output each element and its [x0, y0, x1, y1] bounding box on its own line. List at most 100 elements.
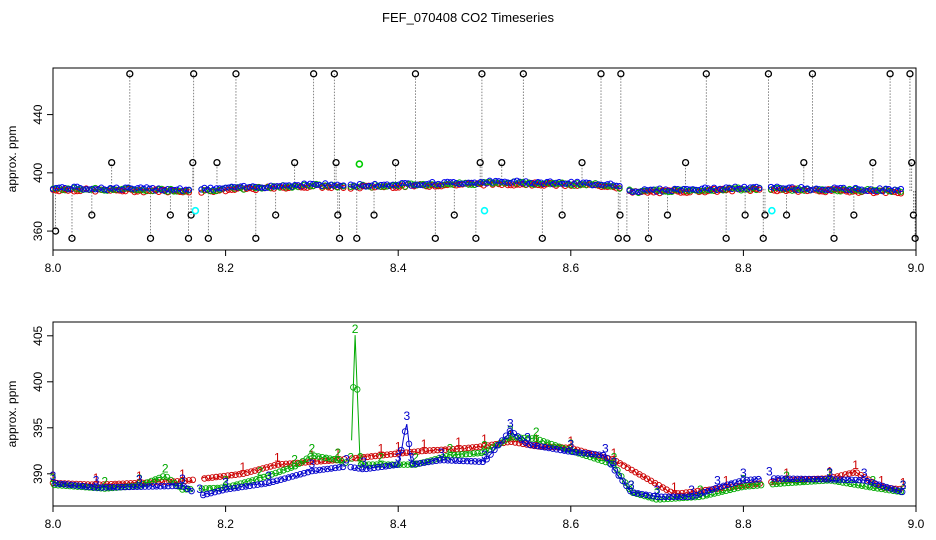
series-point-3	[572, 449, 580, 456]
series-point-2	[753, 482, 761, 489]
baseline-point	[258, 184, 265, 191]
series-label-1: 1	[455, 435, 462, 449]
series-point-3	[786, 475, 793, 482]
outlier-point	[702, 70, 710, 78]
series-point-1	[438, 446, 445, 454]
series-point-3	[801, 475, 809, 483]
series-point-3	[863, 477, 871, 485]
series-point-3	[891, 486, 898, 493]
series-point-2	[326, 455, 334, 462]
baseline-point	[858, 186, 865, 193]
outlier-point	[189, 158, 197, 167]
series-point-3	[588, 450, 595, 458]
series-point-2	[458, 451, 466, 458]
baseline-point	[601, 182, 608, 189]
series-point-3	[526, 441, 533, 448]
baseline-point	[140, 189, 147, 196]
series-point-3	[409, 461, 417, 468]
series-point-3	[366, 465, 374, 472]
baseline-point	[161, 187, 168, 194]
series-point-3	[809, 475, 817, 483]
series-point-2	[287, 464, 295, 471]
baseline-point	[489, 179, 496, 186]
series-point-3	[790, 475, 797, 483]
series-label-2: 2	[257, 464, 264, 478]
series-point-1	[391, 450, 398, 458]
series-point-2	[462, 450, 470, 458]
baseline-point	[713, 186, 721, 193]
baseline-point	[471, 181, 478, 188]
series-point-3	[188, 487, 195, 495]
series-point-1	[375, 452, 383, 459]
baseline-point	[495, 180, 502, 187]
series-point-3	[106, 484, 114, 491]
series-point-1	[228, 471, 235, 479]
series-point-3	[665, 493, 673, 501]
baseline-point	[598, 181, 605, 188]
series-point-1	[274, 461, 282, 468]
series-point-3	[693, 491, 700, 499]
baseline-point	[825, 186, 832, 194]
series-point-3	[331, 464, 339, 472]
series-point-3	[530, 442, 537, 449]
series-point-2	[322, 454, 330, 462]
series-point-1	[449, 446, 457, 453]
baseline-point	[288, 183, 296, 190]
series-point-2	[334, 456, 342, 464]
baseline-point	[426, 180, 433, 187]
baseline-point	[77, 184, 84, 192]
series-point-3	[95, 484, 102, 491]
series-point-3	[817, 475, 824, 483]
baseline-point	[677, 187, 684, 194]
series-point-3	[440, 456, 448, 464]
series-point-3	[805, 475, 813, 483]
series-point-3	[417, 459, 424, 467]
baseline-point	[249, 183, 256, 190]
series-point-3	[172, 482, 180, 490]
x-tick-label: 8.2	[217, 261, 234, 275]
series-point-3	[677, 493, 685, 501]
baseline-point	[347, 183, 354, 191]
series-point-3	[312, 467, 320, 474]
outlier-point	[335, 234, 344, 243]
baseline-point	[822, 186, 829, 193]
series-point-3	[840, 476, 848, 483]
series-point-2	[466, 450, 474, 458]
outlier-point	[332, 158, 340, 167]
baseline-point	[465, 181, 472, 188]
outlier-point	[146, 234, 155, 243]
series-point-1	[251, 467, 259, 474]
series-point-3	[584, 450, 591, 457]
series-point-3	[227, 485, 234, 492]
series-label-1: 1	[93, 471, 100, 485]
series-point-2	[319, 453, 326, 461]
baseline-point	[783, 185, 790, 192]
series-point-3	[642, 491, 650, 499]
series-point-3	[720, 482, 727, 490]
series-point-3	[549, 445, 556, 452]
series-label-2: 2	[533, 425, 540, 439]
series-label-1: 1	[395, 440, 402, 454]
series-label-2: 2	[900, 478, 907, 492]
baseline-point	[546, 181, 554, 188]
baseline-point	[632, 188, 639, 195]
series-label-3: 3	[688, 483, 695, 497]
series-point-3	[281, 475, 288, 482]
baseline-point	[222, 188, 229, 195]
series-point-2	[206, 485, 213, 492]
series-point-3	[211, 488, 219, 496]
baseline-point	[185, 189, 193, 196]
series-point-2	[454, 451, 462, 458]
series-point-3	[650, 492, 657, 500]
series-point-3	[568, 448, 576, 456]
series-point-3	[300, 469, 308, 477]
baseline-point	[456, 180, 463, 188]
baseline-point	[116, 186, 123, 193]
series-label-3: 3	[136, 473, 143, 487]
baseline-point	[495, 178, 502, 185]
baseline-point	[58, 186, 66, 193]
baseline-point	[113, 186, 120, 193]
baseline-point	[574, 182, 581, 189]
series-point-3	[471, 458, 479, 465]
series-label-2: 2	[162, 462, 169, 476]
